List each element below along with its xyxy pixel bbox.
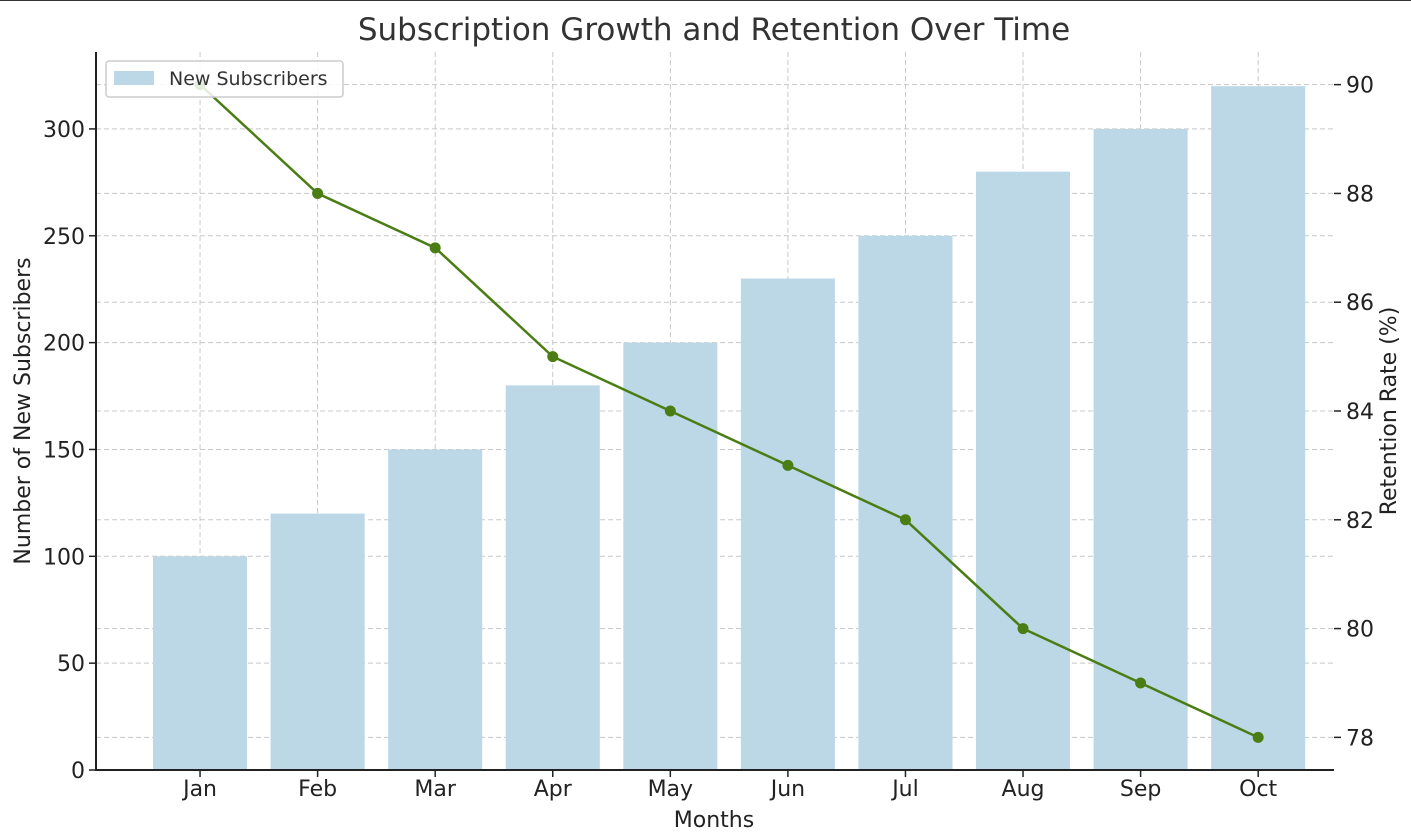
bar-aug: [976, 171, 1071, 770]
y-tick-label-left: 100: [43, 545, 85, 570]
y-tick-label-right: 78: [1346, 726, 1374, 751]
bar-sep: [1093, 128, 1188, 770]
line-layer: [194, 79, 1264, 743]
bar-feb: [270, 513, 365, 770]
retention-point-jun: [782, 459, 794, 471]
x-tick-label: May: [648, 777, 693, 802]
y-tick-label-left: 300: [43, 118, 85, 143]
bar-jul: [858, 235, 953, 770]
x-tick-label: Sep: [1120, 777, 1161, 802]
legend-label-new-subscribers: New Subscribers: [169, 68, 328, 90]
bar-apr: [505, 385, 600, 770]
ticks-layer: 0 50 100 150 200 250 300 78 80 82 84 86 88 90 Jan Feb Ma…: [43, 74, 1374, 802]
x-tick-label: Jul: [890, 777, 919, 802]
x-axis-label: Months: [674, 808, 754, 833]
x-tick-label: Feb: [298, 777, 337, 802]
legend-swatch-new-subscribers: [114, 71, 154, 85]
retention-point-sep: [1135, 677, 1147, 689]
retention-point-feb: [312, 187, 324, 199]
x-tick-label: Aug: [1002, 777, 1045, 802]
y-tick-label-right: 88: [1346, 182, 1374, 207]
retention-point-may: [664, 405, 676, 417]
y-tick-label-left: 150: [43, 438, 85, 463]
retention-point-oct: [1252, 731, 1264, 743]
retention-point-aug: [1017, 623, 1029, 635]
chart-title: Subscription Growth and Retention Over T…: [358, 12, 1070, 48]
x-tick-label: Apr: [534, 777, 573, 802]
bar-jun: [740, 278, 835, 770]
retention-point-jul: [899, 514, 911, 526]
y-tick-label-right: 80: [1346, 618, 1374, 643]
legend-box: [105, 60, 344, 98]
y-tick-label-right: 82: [1346, 509, 1374, 534]
y-tick-label-right: 84: [1346, 400, 1374, 425]
retention-line: [199, 83, 1259, 739]
axes-layer: [95, 52, 1334, 771]
y-axis-label-right: Retention Rate (%): [1377, 307, 1402, 516]
top-border: [0, 0, 1411, 1]
x-tick-label: Mar: [414, 777, 456, 802]
x-tick-label: Jun: [769, 777, 805, 802]
y-tick-label-left: 50: [57, 652, 85, 677]
retention-point-mar: [429, 242, 441, 254]
bar-oct: [1211, 86, 1306, 770]
x-tick-label: Jan: [181, 777, 217, 802]
x-tick-label: Oct: [1239, 777, 1277, 802]
y-tick-label-left: 200: [43, 332, 85, 357]
y-tick-label-right: 86: [1346, 291, 1374, 316]
retention-point-apr: [547, 351, 559, 363]
y-tick-label-left: 0: [71, 759, 85, 784]
bar-mar: [388, 449, 483, 770]
y-tick-label-left: 250: [43, 225, 85, 250]
legend: New Subscribers: [105, 60, 344, 98]
bar-jan: [153, 556, 248, 770]
y-axis-label-left: Number of New Subscribers: [11, 257, 36, 564]
y-tick-label-right: 90: [1346, 74, 1374, 99]
bars-layer: [153, 86, 1306, 770]
